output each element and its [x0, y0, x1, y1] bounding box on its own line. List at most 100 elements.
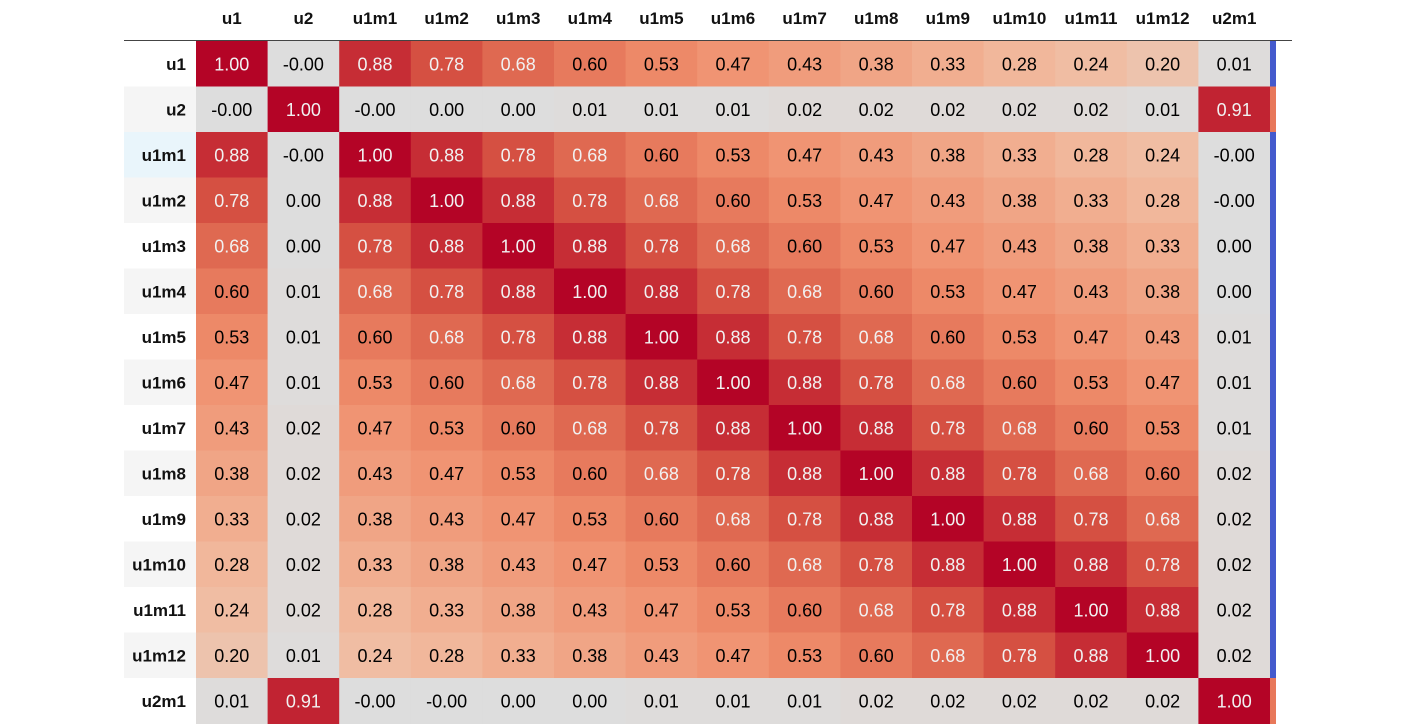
heatmap-cell-u1m1-u2m1 [1198, 132, 1271, 178]
heatmap-cell-u1m6-u1m11 [1055, 359, 1128, 406]
cell-value-u1m5-u1m5: 1.00 [644, 327, 679, 347]
heatmap-cell-u1m8-u2m1 [1198, 450, 1271, 497]
cell-value-u1m7-u2m1: 0.01 [1217, 418, 1252, 438]
cell-value-u2-u1m8: 0.02 [859, 100, 894, 120]
heatmap-cell-u1m4-u1m6 [697, 268, 770, 315]
heatmap-cell-u1-u1m6 [697, 41, 770, 87]
heatmap-cell-u1m9-u1m8 [840, 496, 913, 542]
heatmap-cell-u1m2-u2m1 [1198, 177, 1271, 224]
cell-value-u1m8-u1m5: 0.68 [644, 464, 679, 484]
row-header-u1: u1 [166, 55, 186, 74]
row-header-u1m5: u1m5 [142, 328, 186, 347]
heatmap-cell-u1m1-u1 [196, 132, 269, 178]
row-header-u1m12: u1m12 [132, 646, 186, 665]
cell-value-u1m6-u1: 0.47 [214, 373, 249, 393]
heatmap-cells: 1.00 -0.00 0.88 0.78 0.68 0.60 0.53 0.47 0.43 0.3… [196, 41, 1276, 724]
cell-value-u1m4-u2: 0.01 [286, 282, 321, 302]
heatmap-cell-u1m4-u1m2 [410, 268, 483, 315]
heatmap-cell-u1m10-u1m12 [1126, 541, 1199, 588]
heatmap-cell-u1m7-u1m12 [1126, 405, 1199, 451]
heatmap-cell-u1m11-u1m12 [1126, 587, 1199, 633]
cell-value-u1m3-u1m8: 0.53 [859, 236, 894, 256]
cell-value-u1m6-u1m4: 0.78 [572, 373, 607, 393]
cell-value-u2m1-u2: 0.91 [286, 691, 321, 711]
cell-value-u2m1-u1m3: 0.00 [501, 691, 536, 711]
heatmap-cell-overflow [1270, 587, 1276, 633]
row-header-bg-u1 [124, 41, 196, 87]
cell-value-u2-u1m6: 0.01 [715, 100, 750, 120]
heatmap-cell-u2m1-u2 [267, 678, 340, 724]
heatmap-cell-u2m1-u1m12 [1126, 678, 1199, 724]
heatmap-cell-u1m3-u1m3 [482, 223, 555, 269]
heatmap-cell-u1m3-u1m5 [625, 223, 698, 269]
heatmap-cell-u1m11-u1m4 [554, 587, 627, 633]
heatmap-cell-u1m10-u2m1 [1198, 541, 1271, 588]
cell-value-u1m10-u1m2: 0.38 [429, 555, 464, 575]
cell-value-u1m10-u1m6: 0.60 [715, 555, 750, 575]
heatmap-cell-u2-u1m7 [768, 86, 841, 133]
row-header-u1m9: u1m9 [142, 510, 186, 529]
heatmap-cell-u1m12-u1m8 [840, 632, 913, 679]
heatmap-cell-u1m11-u1 [196, 587, 269, 633]
heatmap-cell-u1m8-u1m9 [912, 450, 985, 497]
heatmap-cell-u1m6-u1m10 [983, 359, 1056, 406]
cell-value-u1m9-u1m6: 0.68 [715, 509, 750, 529]
cell-value-u1m2-u1m3: 0.88 [501, 191, 536, 211]
heatmap-cell-u1-u1m8 [840, 41, 913, 87]
cell-value-u1m10-u1m10: 1.00 [1002, 555, 1037, 575]
heatmap-cell-u2-u1m1 [339, 86, 412, 133]
row-headers: u1 u2 u1m1 u1m2 u1m3 u1m4 u1m5 u1m6 u1m7 u1m8 u1m9… [124, 41, 196, 724]
heatmap-cell-u1m3-u1m11 [1055, 223, 1128, 269]
row-header-u2m1: u2m1 [142, 692, 186, 711]
cell-value-u1-u1m10: 0.28 [1002, 54, 1037, 74]
heatmap-cell-overflow [1270, 632, 1276, 679]
row-header-bg-u1m4 [124, 268, 196, 314]
cell-value-u1m8-u1m11: 0.68 [1073, 464, 1108, 484]
cell-value-u2m1-u1m4: 0.00 [572, 691, 607, 711]
heatmap-cell-u1m5-u2 [267, 314, 340, 360]
cell-value-u2-u1: -0.00 [211, 100, 252, 120]
cell-value-u1m10-u1m4: 0.47 [572, 555, 607, 575]
heatmap-cell-u1m4-u2 [267, 268, 340, 315]
cell-value-u1m12-u1m6: 0.47 [715, 646, 750, 666]
row-header-bg-u2 [124, 86, 196, 132]
column-header-u2: u2 [293, 9, 313, 28]
heatmap-cell-u2-u1m12 [1126, 86, 1199, 133]
heatmap-cell-u1m8-u1m10 [983, 450, 1056, 497]
heatmap-cell-u1m3-u1m4 [554, 223, 627, 269]
heatmap-cell-u2m1-u1m4 [554, 678, 627, 724]
heatmap-cell-u1m1-u1m7 [768, 132, 841, 178]
heatmap-cell-u1m1-u1m10 [983, 132, 1056, 178]
cell-value-u2m1-u2m1: 1.00 [1217, 691, 1252, 711]
heatmap-cell-u1m1-u1m2 [410, 132, 483, 178]
cell-value-u1m10-u1m9: 0.88 [930, 555, 965, 575]
cell-value-u1m7-u1m5: 0.78 [644, 418, 679, 438]
cell-value-u1m3-u1m3: 1.00 [501, 236, 536, 256]
cell-value-u1m11-u1m5: 0.47 [644, 600, 679, 620]
row-header-u1m10: u1m10 [132, 555, 186, 574]
heatmap-cell-overflow [1270, 86, 1276, 133]
heatmap-cell-u1m4-u1m5 [625, 268, 698, 315]
heatmap-cell-u1m7-u1m1 [339, 405, 412, 451]
heatmap-cell-u1m2-u1m11 [1055, 177, 1128, 224]
cell-value-u1m9-u1m7: 0.78 [787, 509, 822, 529]
heatmap-cell-u1m12-u1m9 [912, 632, 985, 679]
row-header-bg-u1m12 [124, 632, 196, 678]
cell-value-u2-u2: 1.00 [286, 100, 321, 120]
cell-value-u1m2-u1m9: 0.43 [930, 191, 965, 211]
heatmap-cell-u1m12-u1m10 [983, 632, 1056, 679]
cell-value-u1m9-u1m11: 0.78 [1073, 509, 1108, 529]
heatmap-cell-u1m1-u1m1 [339, 132, 412, 178]
heatmap-cell-u2m1-u1m10 [983, 678, 1056, 724]
heatmap-cell-u1m9-u1m5 [625, 496, 698, 542]
cell-value-u1m10-u1m12: 0.78 [1145, 555, 1180, 575]
cell-value-u1m8-u1m10: 0.78 [1002, 464, 1037, 484]
cell-value-u1m1-u1m7: 0.47 [787, 145, 822, 165]
cell-value-u1m1-u1m4: 0.68 [572, 145, 607, 165]
cell-value-u1-u1m5: 0.53 [644, 54, 679, 74]
cell-value-u1m3-u1m1: 0.78 [357, 236, 392, 256]
cell-value-u1m4-u1m11: 0.43 [1073, 282, 1108, 302]
cell-value-u1m7-u1: 0.43 [214, 418, 249, 438]
heatmap-cell-u1m2-u1m9 [912, 177, 985, 224]
heatmap-cell-u1m5-u1m12 [1126, 314, 1199, 360]
